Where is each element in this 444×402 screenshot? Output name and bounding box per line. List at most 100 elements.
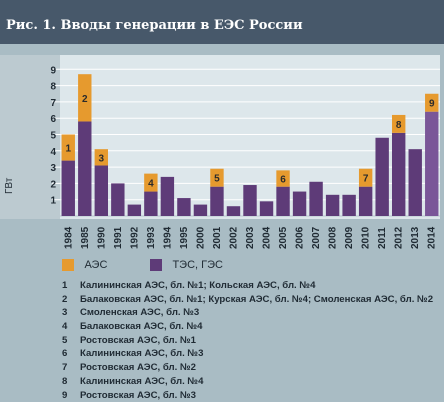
x-tick-label: 2011 xyxy=(377,227,388,249)
y-tick-label: 4 xyxy=(50,147,56,158)
note-number: 5 xyxy=(62,334,80,348)
bar-tes-ges xyxy=(359,187,372,216)
y-tick-label: 6 xyxy=(50,114,56,125)
note-text: Ростовская АЭС, бл. №2 xyxy=(80,362,196,373)
y-tick-label: 7 xyxy=(50,98,56,109)
bar-annotation-label: 8 xyxy=(396,120,402,131)
x-tick-label: 1990 xyxy=(96,226,107,249)
y-tick-label: 8 xyxy=(50,82,56,93)
x-tick-label: 2014 xyxy=(427,226,438,249)
y-tick-label: 1 xyxy=(50,196,56,207)
note-text: Калининская АЭС, бл. №1; Кольская АЭС, б… xyxy=(80,280,315,291)
bar-tes-ges xyxy=(409,149,422,216)
x-tick-label: 2010 xyxy=(361,226,372,249)
bar-tes-ges xyxy=(128,205,141,216)
x-tick-label: 2005 xyxy=(278,226,289,249)
note-text: Ростовская АЭС, бл. №1 xyxy=(80,335,196,346)
y-tick-label: 5 xyxy=(50,131,56,142)
legend-swatch-aes xyxy=(62,259,74,271)
bar-tes-ges xyxy=(342,195,355,216)
x-tick-label: 2007 xyxy=(311,226,322,249)
bar-tes-ges xyxy=(309,182,322,216)
x-tick-label: 2004 xyxy=(262,226,273,249)
bar-tes-ges xyxy=(78,121,91,216)
bar-annotation-label: 7 xyxy=(363,174,369,185)
note-number: 2 xyxy=(62,293,80,307)
bar-annotation-label: 9 xyxy=(429,99,435,110)
note-number: 1 xyxy=(62,279,80,293)
bar-tes-ges xyxy=(392,133,405,216)
note-text: Ростовская АЭС, бл. №3 xyxy=(80,390,196,401)
note-number: 4 xyxy=(62,320,80,334)
bar-tes-ges xyxy=(425,112,438,216)
chart-title: Рис. 1. Вводы генерации в ЕЭС России xyxy=(6,18,303,33)
note-number: 7 xyxy=(62,361,80,375)
chart-header: Рис. 1. Вводы генерации в ЕЭС России xyxy=(0,0,444,44)
bar-annotation-label: 6 xyxy=(280,175,286,186)
bar-tes-ges xyxy=(293,192,306,216)
bar-tes-ges xyxy=(177,198,190,216)
bar-tes-ges xyxy=(243,185,256,216)
x-tick-label: 1994 xyxy=(162,226,173,249)
note-number: 8 xyxy=(62,375,80,389)
y-axis-label: ГВт xyxy=(4,177,15,194)
x-tick-label: 1985 xyxy=(80,226,91,249)
note-text: Смоленская АЭС, бл. №3 xyxy=(80,307,199,318)
x-tick-label: 2001 xyxy=(212,226,223,249)
note-text: Балаковская АЭС, бл. №1; Курская АЭС, бл… xyxy=(80,294,433,305)
bar-tes-ges xyxy=(62,161,75,216)
bar-tes-ges xyxy=(161,177,174,216)
x-tick-label: 1993 xyxy=(146,226,157,249)
x-tick-label: 2013 xyxy=(410,226,421,249)
x-tick-label: 1991 xyxy=(113,226,124,249)
legend-swatch-tes-ges xyxy=(150,259,162,271)
bar-tes-ges xyxy=(144,192,157,216)
note-text: Балаковская АЭС, бл. №4 xyxy=(80,321,203,332)
x-tick-label: 1995 xyxy=(179,226,190,249)
note-text: Калининская АЭС, бл. №3 xyxy=(80,348,203,359)
x-tick-label: 2008 xyxy=(328,226,339,249)
bar-tes-ges xyxy=(111,183,124,216)
bar-tes-ges xyxy=(210,187,223,216)
legend-item-tes-ges: ТЭС, ГЭС xyxy=(150,256,223,270)
bar-tes-ges xyxy=(276,187,289,216)
bar-tes-ges xyxy=(227,206,240,216)
x-tick-label: 2006 xyxy=(295,226,306,249)
bar-annotation-label: 2 xyxy=(82,94,88,105)
x-tick-label: 2012 xyxy=(394,226,405,249)
legend-label-aes: АЭС xyxy=(84,259,107,271)
note-text: Калининская АЭС, бл. №4 xyxy=(80,376,203,387)
bar-tes-ges xyxy=(194,205,207,216)
legend-label-tes-ges: ТЭС, ГЭС xyxy=(172,259,223,271)
bar-tes-ges xyxy=(260,201,273,216)
x-tick-label: 2000 xyxy=(195,226,206,249)
legend-item-aes: АЭС xyxy=(62,256,107,270)
note-number: 3 xyxy=(62,306,80,320)
x-tick-label: 2009 xyxy=(344,226,355,249)
y-tick-label: 3 xyxy=(50,163,56,174)
y-tick-label: 9 xyxy=(50,65,56,76)
x-tick-label: 1984 xyxy=(63,226,74,249)
x-tick-label: 2003 xyxy=(245,226,256,249)
x-tick-labels: 1984 1985 1990 1991 1992 1993 1994 1995 2000 2001… xyxy=(63,226,437,249)
bar-tes-ges xyxy=(95,165,108,216)
x-tick-label: 1992 xyxy=(129,226,140,249)
bar-annotation-label: 3 xyxy=(99,153,105,164)
bar-tes-ges xyxy=(375,138,388,216)
x-tick-label: 2002 xyxy=(228,226,239,249)
bar-tes-ges xyxy=(326,195,339,216)
bar-annotation-label: 4 xyxy=(148,179,154,190)
bar-annotation-label: 1 xyxy=(65,144,71,155)
bar-annotation-label: 5 xyxy=(214,174,220,185)
